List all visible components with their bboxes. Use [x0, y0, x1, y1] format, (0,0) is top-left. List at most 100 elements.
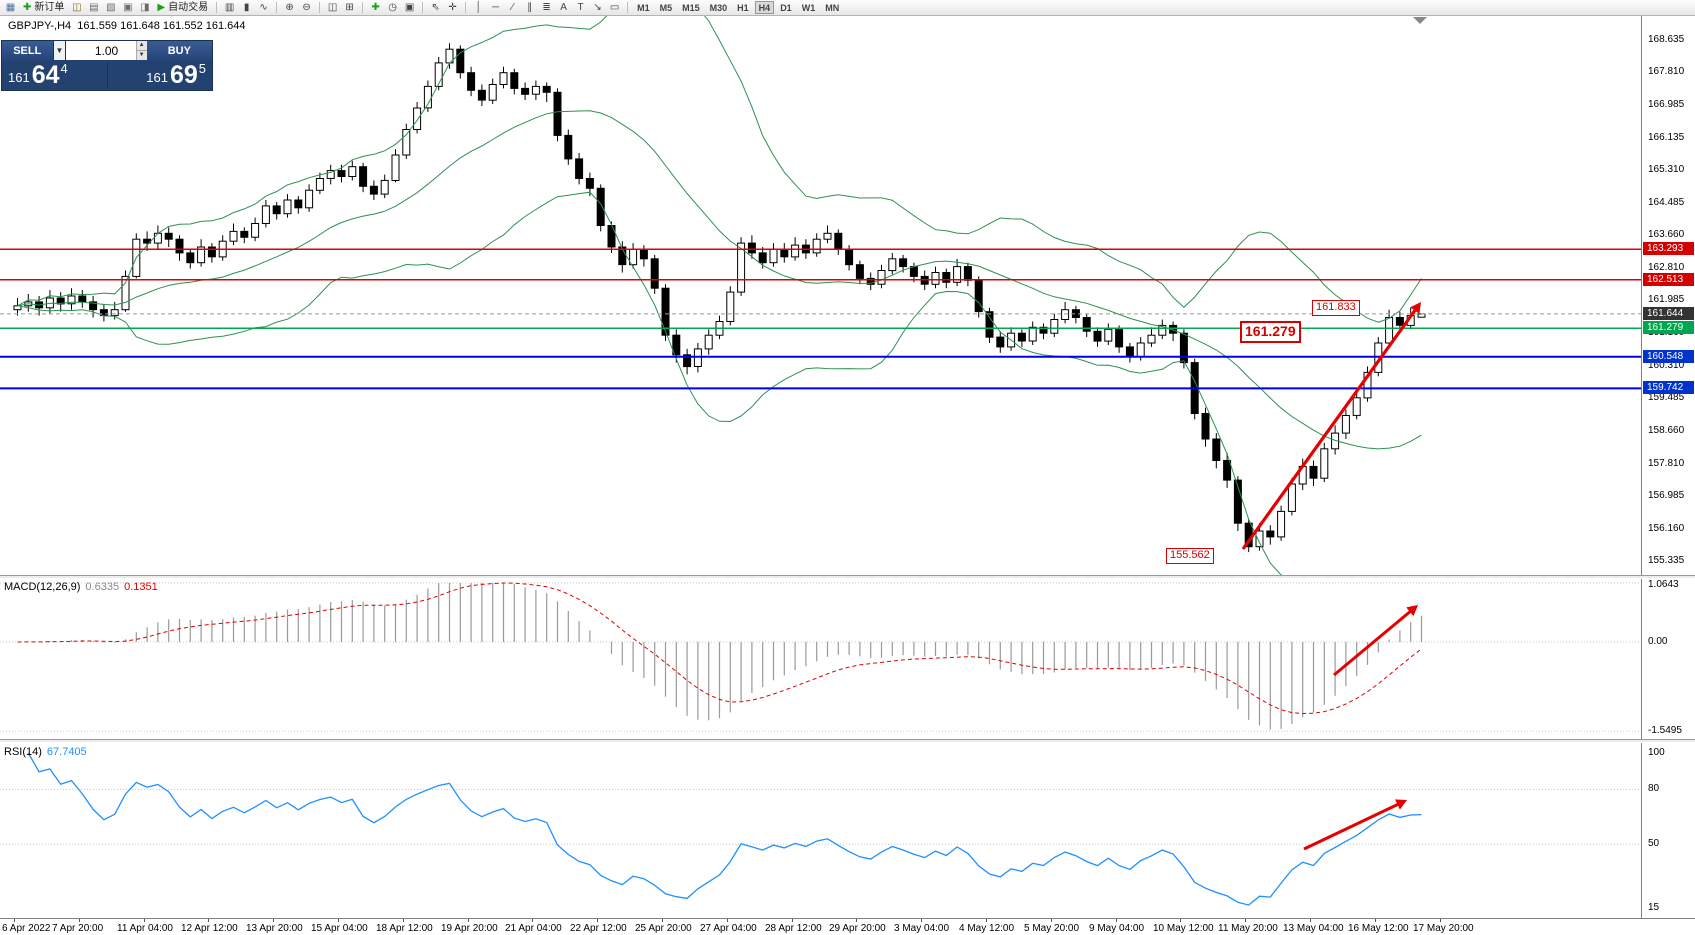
trend-arrow[interactable] [1241, 306, 1419, 550]
timeframe-d1-button[interactable]: D1 [780, 3, 792, 13]
market-watch-icon[interactable]: ◫ [69, 1, 84, 15]
arrange-windows-icon-glyph: ⊞ [345, 1, 354, 13]
trendline-icon[interactable]: ∕ [505, 1, 520, 15]
price-annotation[interactable]: 161.833 [1312, 300, 1360, 316]
panel-splitter[interactable] [0, 575, 1695, 579]
time-tick-mark [79, 919, 80, 922]
trend-arrow[interactable] [1303, 801, 1402, 851]
bollinger-bands [17, 16, 1422, 575]
trendline-icon-glyph: ∕ [511, 1, 514, 13]
symbol-ohlc-readout: GBPJPY-,H4 161.559 161.648 161.552 161.6… [8, 20, 246, 32]
zoom-in-icon[interactable]: ⊕ [282, 1, 297, 15]
time-tick-label: 28 Apr 12:00 [765, 923, 822, 934]
macd-main-value: 0.6335 [85, 581, 120, 593]
macd-signal-value: 0.1351 [124, 581, 158, 593]
bar-chart-icon[interactable]: ▥ [222, 1, 237, 15]
terminal-icon-glyph: ▣ [123, 1, 133, 13]
price-level-badge: 161.644 [1643, 307, 1694, 320]
time-tick-mark [792, 919, 793, 922]
rsi-indicator-panel[interactable] [0, 743, 1641, 918]
time-tick-mark [856, 919, 857, 922]
new-chart-icon[interactable]: ▦ [3, 1, 18, 15]
channel-icon[interactable]: ∥ [522, 1, 537, 15]
arrow-tool-icon[interactable]: ↘ [590, 1, 605, 15]
time-tick-mark [1180, 919, 1181, 922]
vertical-line-icon[interactable]: │ [471, 1, 486, 15]
trend-arrow-head [1410, 302, 1421, 314]
price-axis[interactable]: 168.635 167.810 166.985 166.135 165.310 164.4… [1642, 0, 1695, 918]
time-tick-mark [338, 919, 339, 922]
arrange-windows-icon[interactable]: ⊞ [342, 1, 357, 15]
volume-input[interactable]: 1.00 ▲ ▼ [66, 41, 147, 60]
label-icon[interactable]: T [573, 1, 588, 15]
autotrading-button[interactable]: ▶ 自动交易 [154, 1, 211, 15]
stepper-up-icon[interactable]: ▲ [136, 41, 147, 51]
crosshair-icon[interactable]: ✛ [445, 1, 460, 15]
periods-icon[interactable]: ◷ [385, 1, 400, 15]
shapes-icon-glyph: ▭ [609, 1, 620, 13]
horizontal-levels [0, 248, 1641, 390]
price-tick-label: 168.635 [1648, 34, 1685, 45]
buy-price-display[interactable]: 161 69 5 [140, 60, 212, 90]
rsi-line [27, 752, 1422, 906]
line-chart-icon-glyph: ∿ [259, 1, 268, 13]
price-level-badge: 160.548 [1643, 350, 1694, 363]
candlestick-chart-icon[interactable]: ▮ [239, 1, 254, 15]
stepper-down-icon[interactable]: ▼ [136, 51, 147, 60]
price-annotation[interactable]: 155.562 [1166, 548, 1214, 564]
price-tick-label: 164.485 [1648, 197, 1685, 208]
time-tick-mark [1116, 919, 1117, 922]
price-tick-label: 166.135 [1648, 132, 1685, 143]
tile-windows-icon[interactable]: ◫ [325, 1, 340, 15]
timeframe-mn-button[interactable]: MN [825, 3, 840, 13]
one-click-trading-panel: SELL ▼ 1.00 ▲ ▼ BUY 161 64 4 161 69 5 [1, 40, 213, 91]
text-icon[interactable]: A [556, 1, 571, 15]
time-tick-label: 7 Apr 20:00 [52, 923, 104, 934]
price-tick-label: 162.810 [1648, 262, 1685, 273]
price-annotation[interactable]: 161.279 [1240, 321, 1301, 343]
sell-price-display[interactable]: 161 64 4 [2, 60, 74, 90]
market-watch-icon-glyph: ◫ [72, 1, 82, 13]
navigator-icon[interactable]: ▧ [103, 1, 118, 15]
chart-shift-marker[interactable] [1413, 17, 1427, 24]
macd-tick-label: -1.5495 [1648, 725, 1682, 736]
time-axis[interactable]: 6 Apr 2022 7 Apr 20:00 11 Apr 04:00 12 Apr … [0, 918, 1695, 935]
terminal-icon[interactable]: ▣ [120, 1, 135, 15]
templates-icon[interactable]: ▣ [402, 1, 417, 15]
timeframe-h1-button[interactable]: H1 [737, 3, 749, 13]
timeframe-m1-button[interactable]: M1 [637, 3, 650, 13]
cursor-icon[interactable]: ⇖ [428, 1, 443, 15]
timeframe-m5-button[interactable]: M5 [659, 3, 673, 13]
sell-price-prefix: 161 [8, 70, 30, 85]
new-order-button[interactable]: ✚ 新订单 [20, 1, 67, 15]
time-tick-mark [14, 919, 15, 922]
order-type-dropdown[interactable]: ▼ [52, 41, 67, 60]
time-tick-label: 13 Apr 20:00 [246, 923, 303, 934]
indicators-icon[interactable]: ✚ [368, 1, 383, 15]
timeframe-w1-button[interactable]: W1 [801, 3, 816, 13]
horizontal-line-icon[interactable]: ─ [488, 1, 503, 15]
price-tick-label: 156.160 [1648, 523, 1685, 534]
trend-arrow[interactable] [1333, 608, 1414, 677]
sell-button[interactable]: SELL [2, 41, 53, 60]
timeframe-m15-button[interactable]: M15 [682, 3, 700, 13]
buy-button[interactable]: BUY [146, 41, 213, 60]
time-tick-label: 10 May 12:00 [1153, 923, 1214, 934]
panel-splitter[interactable] [0, 739, 1695, 743]
fibonacci-icon[interactable]: ≣ [539, 1, 554, 15]
time-tick-mark [273, 919, 274, 922]
time-tick-label: 15 Apr 04:00 [311, 923, 368, 934]
timeframe-m30-button[interactable]: M30 [709, 3, 728, 13]
data-window-icon[interactable]: ▤ [86, 1, 101, 15]
line-chart-icon[interactable]: ∿ [256, 1, 271, 15]
main-price-chart[interactable] [0, 16, 1641, 575]
rsi-indicator-label: RSI(14) 67.7405 [4, 746, 87, 758]
macd-indicator-panel[interactable] [0, 579, 1641, 739]
zoom-out-icon[interactable]: ⊖ [299, 1, 314, 15]
strategy-tester-icon[interactable]: ◨ [137, 1, 152, 15]
timeframe-h4-button[interactable]: H4 [754, 1, 775, 14]
shapes-icon[interactable]: ▭ [607, 1, 622, 15]
price-divider [107, 62, 108, 88]
time-tick-mark [597, 919, 598, 922]
volume-stepper[interactable]: ▲ ▼ [135, 41, 147, 60]
